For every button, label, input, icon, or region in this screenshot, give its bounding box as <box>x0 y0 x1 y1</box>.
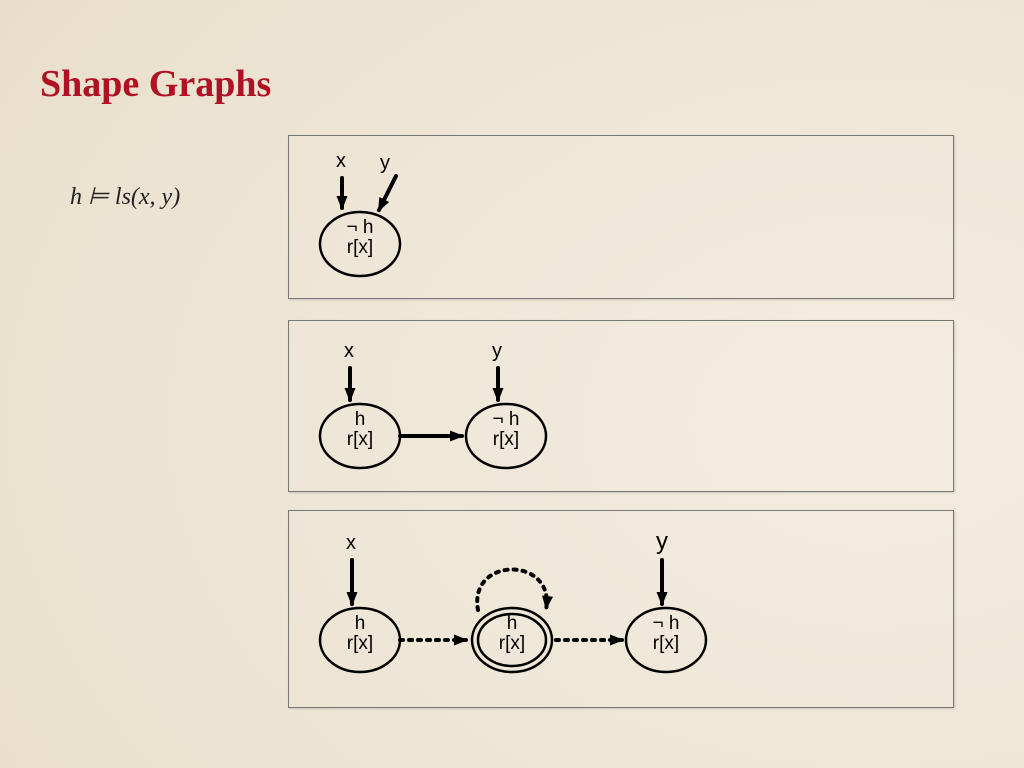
self-loop <box>477 570 547 611</box>
var-x-g2: x <box>344 340 354 363</box>
node-label-g3c: ¬ h r[x] <box>626 614 706 654</box>
var-x-g3: x <box>346 532 356 555</box>
var-y-g3: y <box>656 528 668 556</box>
var-y-g1: y <box>380 152 390 175</box>
node-label-g3b: h r[x] <box>472 614 552 654</box>
node-label-g1: ¬ h r[x] <box>320 218 400 258</box>
node-label-g2b: ¬ h r[x] <box>466 410 546 450</box>
var-y-g2: y <box>492 340 502 363</box>
node-label-g2a: h r[x] <box>320 410 400 450</box>
var-x-g1: x <box>336 150 346 173</box>
node-label-g3a: h r[x] <box>320 614 400 654</box>
